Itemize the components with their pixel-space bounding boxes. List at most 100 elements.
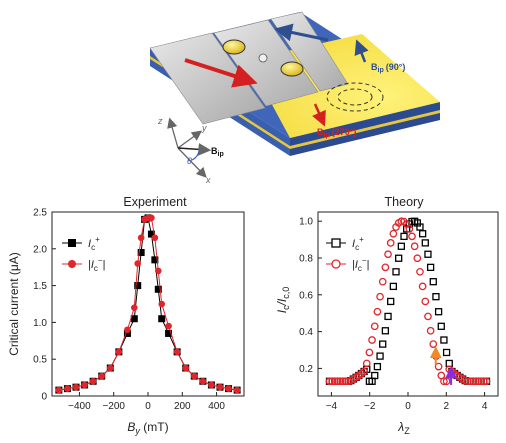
field-270-label: Bip (270°) xyxy=(317,127,356,139)
theory-point xyxy=(381,327,390,335)
experiment-series-line-0 xyxy=(58,217,238,391)
experiment-point xyxy=(216,383,224,391)
field-ip-arrow xyxy=(177,142,212,156)
theory-point xyxy=(432,293,440,301)
angle-label: θ xyxy=(187,156,192,166)
theory-point xyxy=(405,225,414,233)
legend-theory-ic-plus-label: Ic+ xyxy=(352,235,364,252)
theory-point xyxy=(387,297,395,306)
experiment-point xyxy=(148,214,155,222)
axis-z-line xyxy=(167,117,179,149)
legend-theory-ic-plus-marker xyxy=(331,238,341,248)
theory-point xyxy=(474,377,483,386)
theory-xtick-label: −4 xyxy=(326,401,338,412)
theory-point xyxy=(418,230,427,238)
experiment-chart: Experiment Critical current (μA) By (mT)… xyxy=(7,195,245,436)
theory-point xyxy=(371,371,379,380)
theory-ytick-label: 0.2 xyxy=(299,364,313,375)
theory-point xyxy=(386,239,395,247)
experiment-point xyxy=(124,326,131,334)
theory-point xyxy=(421,239,429,247)
experiment-xtick-label: −200 xyxy=(102,401,125,412)
axis-x-line xyxy=(177,147,207,178)
legend-item-ic-minus-marker xyxy=(68,260,76,268)
theory-point xyxy=(395,254,403,262)
experiment-series-line-1 xyxy=(58,217,238,391)
experiment-point xyxy=(64,385,71,392)
experiment-point xyxy=(151,256,159,264)
experiment-point xyxy=(106,364,114,372)
experiment-point xyxy=(130,315,138,323)
legend-item-ic-minus-label: |Ic−| xyxy=(88,256,105,273)
experiment-plot-frame xyxy=(51,211,245,397)
field-arrow-90 xyxy=(354,39,369,63)
experiment-point xyxy=(173,348,181,356)
gold-dot-left xyxy=(222,39,246,55)
experiment-point xyxy=(154,285,162,293)
junction-dot xyxy=(258,53,268,63)
theory-xlabel: λZ xyxy=(397,420,410,436)
experiment-point xyxy=(154,267,162,275)
theory-point xyxy=(341,377,350,386)
current-arrow-blue xyxy=(274,23,329,42)
theory-point xyxy=(389,282,398,291)
theory-point xyxy=(426,326,435,335)
theory-ytick-label: 0.8 xyxy=(299,254,313,265)
theory-point xyxy=(434,362,443,371)
theory-point xyxy=(472,377,480,386)
experiment-xtick-label: 200 xyxy=(174,401,191,412)
theory-point xyxy=(362,359,371,368)
experiment-ytick-label: 1.0 xyxy=(33,318,47,329)
experiment-ytick-label: 2.5 xyxy=(33,208,47,219)
experiment-point xyxy=(158,300,166,308)
theory-ylabel: Ic/Ic,0 xyxy=(275,287,291,314)
legend-item-ic-plus-label: Ic+ xyxy=(88,235,100,252)
theory-point xyxy=(365,348,374,357)
experiment-point xyxy=(123,329,131,337)
theory-point xyxy=(325,377,334,386)
theory-point xyxy=(376,292,384,301)
experiment-point xyxy=(165,322,172,330)
experiment-ytick-label: 1.5 xyxy=(33,281,47,292)
theory-point xyxy=(370,322,379,331)
theory-chart: Theory Ic/Ic,0 λZ Ic+ |Ic−| −4 −2 0 2 4 0.2 0.… xyxy=(275,195,499,436)
theory-point xyxy=(381,263,390,272)
theory-point xyxy=(384,312,392,321)
experiment-point xyxy=(165,329,173,337)
experiment-point xyxy=(130,304,138,311)
theory-point xyxy=(416,223,424,231)
experiment-point xyxy=(134,260,142,267)
theory-point xyxy=(328,377,337,386)
theory-point xyxy=(440,336,448,344)
theory-point xyxy=(421,297,430,306)
experiment-xlabel: By (mT) xyxy=(127,420,168,436)
experiment-point xyxy=(55,386,63,394)
theory-point xyxy=(434,308,443,316)
theory-point xyxy=(336,377,344,386)
experiment-point xyxy=(147,230,155,238)
theory-point xyxy=(408,232,416,241)
theory-legend: Ic+ |Ic−| xyxy=(326,235,369,273)
theory-point xyxy=(413,254,422,263)
theory-point xyxy=(384,250,392,259)
experiment-point xyxy=(81,381,88,389)
theory-point xyxy=(397,242,405,250)
axis-y-label: y xyxy=(201,123,207,133)
experiment-point xyxy=(115,348,123,356)
theory-point xyxy=(400,232,408,241)
experiment-point xyxy=(158,315,166,323)
theory-point xyxy=(429,278,437,286)
experiment-xtick-label: 400 xyxy=(208,401,225,412)
experiment-point xyxy=(72,383,80,391)
field-90-label: Bip (90°) xyxy=(371,62,405,74)
plate-left xyxy=(149,32,266,125)
theory-point xyxy=(469,377,478,386)
experiment-ytick-label: 0 xyxy=(41,392,47,403)
theory-point xyxy=(466,377,475,386)
device-schematic: Bip (90°) Bip (270°) xyxy=(149,11,440,156)
theory-point xyxy=(440,377,448,386)
theory-xtick-label: 0 xyxy=(405,401,411,412)
experiment-point xyxy=(190,372,198,380)
vortex-loop-outer xyxy=(326,82,384,112)
